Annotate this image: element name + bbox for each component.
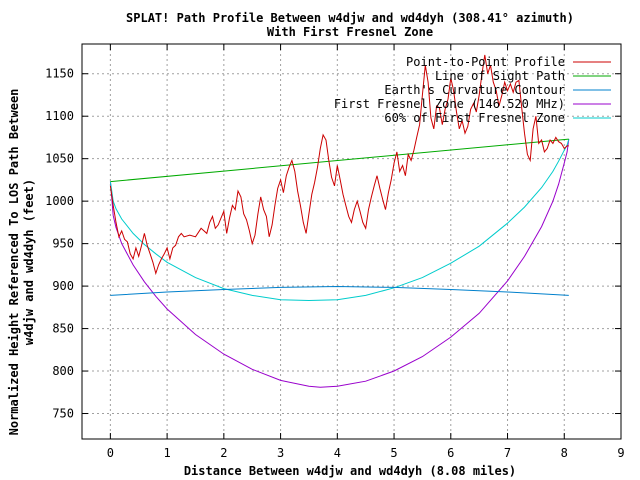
y-tick-label: 800 bbox=[52, 364, 74, 378]
y-tick-label: 1150 bbox=[45, 67, 74, 81]
series-layer bbox=[109, 54, 570, 388]
plot-area-border bbox=[81, 43, 622, 440]
series-line-point-to-point-profile bbox=[109, 54, 569, 276]
x-axis-label: Distance Between w4djw and wd4dyh (8.08 … bbox=[184, 464, 516, 478]
chart-title-line2: With First Fresnel Zone bbox=[267, 25, 433, 39]
x-tick-label: 9 bbox=[617, 446, 624, 460]
series-line-60-of-first-fresnel-zone bbox=[109, 138, 570, 302]
y-tick-label: 1000 bbox=[45, 194, 74, 208]
y-tick-label: 1050 bbox=[45, 152, 74, 166]
y-tick-label: 900 bbox=[52, 279, 74, 293]
x-tick-label: 5 bbox=[390, 446, 397, 460]
series-line-earth-s-curvature-contour bbox=[110, 285, 569, 296]
legend-label: First Fresnel Zone (146.520 MHz) bbox=[334, 97, 565, 111]
series-line-line-of-sight-path bbox=[110, 138, 569, 183]
x-tick-label: 3 bbox=[277, 446, 284, 460]
x-tick-label: 1 bbox=[163, 446, 170, 460]
axis-ticks: 0 1 2 3 4 5 6 7 8 9 750 800 850 900 950 1000 1050 1100 115… bbox=[45, 44, 625, 460]
chart-title-line1: SPLAT! Path Profile Between w4djw and wd… bbox=[126, 11, 574, 25]
y-axis-label-line2: w4djw and wd4dyh (feet) bbox=[22, 179, 36, 345]
y-tick-label: 1100 bbox=[45, 109, 74, 123]
x-tick-label: 6 bbox=[447, 446, 454, 460]
legend-label: Point-to-Point Profile bbox=[406, 55, 565, 69]
y-tick-label: 850 bbox=[52, 322, 74, 336]
x-tick-label: 4 bbox=[334, 446, 341, 460]
y-axis-label-line1: Normalized Height Referenced To LOS Path… bbox=[7, 89, 21, 436]
x-tick-label: 0 bbox=[107, 446, 114, 460]
series-line-first-fresnel-zone-146-520-mhz bbox=[109, 139, 570, 388]
legend-label: Line of Sight Path bbox=[435, 69, 565, 83]
x-tick-label: 8 bbox=[561, 446, 568, 460]
legend-label: Earth's Curvature Contour bbox=[384, 83, 565, 97]
legend-label: 60% of First Fresnel Zone bbox=[384, 111, 565, 125]
x-tick-label: 7 bbox=[504, 446, 511, 460]
x-tick-label: 2 bbox=[220, 446, 227, 460]
y-tick-label: 750 bbox=[52, 407, 74, 421]
y-tick-label: 950 bbox=[52, 237, 74, 251]
